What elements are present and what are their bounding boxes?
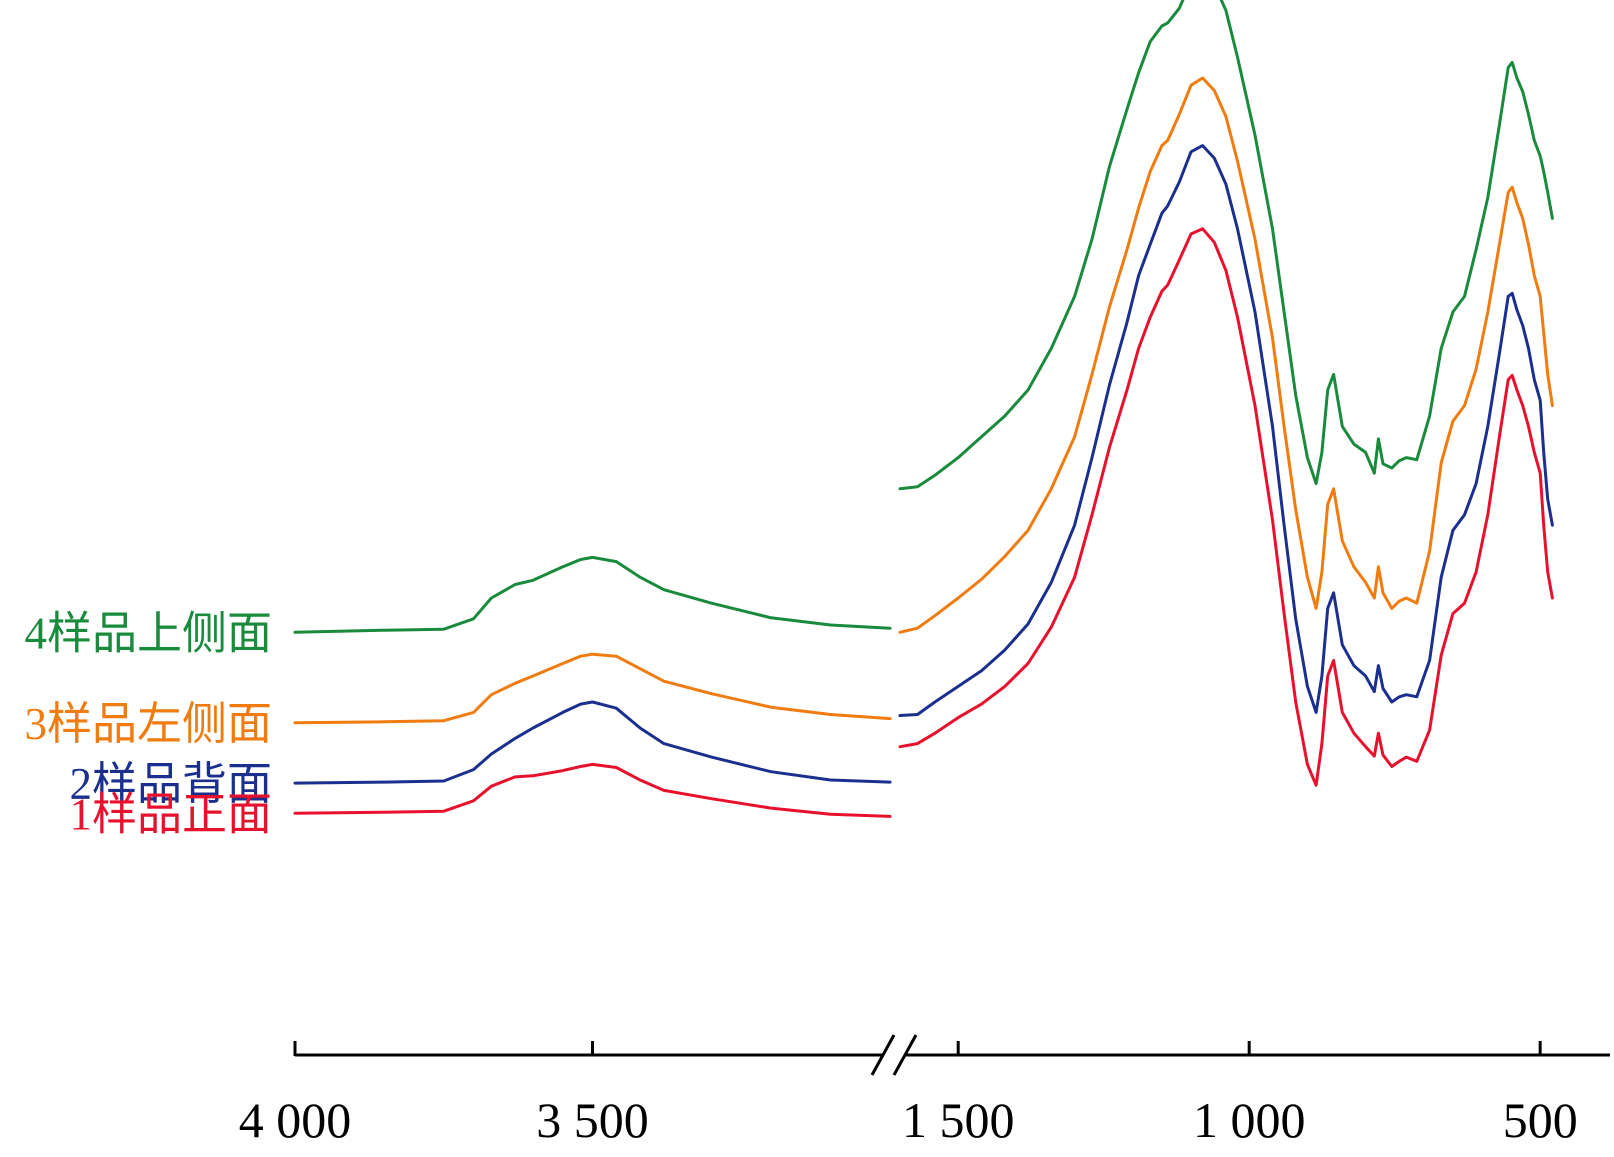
axis-break-mark-2 <box>892 1034 918 1076</box>
x-tick-label-3: 1 500 <box>902 1092 1015 1148</box>
legend-label-series-4: 1样品正面 <box>69 789 272 839</box>
series-3-segment-2-line <box>898 144 1554 717</box>
series-1-segment-2-line <box>898 0 1554 491</box>
x-tick-label-2: 3 500 <box>536 1092 649 1148</box>
x-tick-label-5: 500 <box>1503 1092 1578 1148</box>
x-tick-label-1: 4 000 <box>239 1092 352 1148</box>
curves-layer <box>293 0 1554 818</box>
series-3-segment-1-line <box>293 700 892 785</box>
legend-label-series-2: 3样品左侧面 <box>24 699 272 749</box>
series-4-segment-2-line <box>898 227 1554 787</box>
x-tick-label-4: 1 000 <box>1193 1092 1306 1148</box>
axis-break-mark-1 <box>870 1034 896 1076</box>
series-1-segment-1-line <box>293 555 892 634</box>
series-2-segment-1-line <box>293 652 892 725</box>
x-axis: 4 000 3 500 1 500 1 000 500 <box>239 1034 1610 1148</box>
legend-label-series-1: 4样品上侧面 <box>24 608 272 658</box>
series-4-segment-1-line <box>293 762 892 818</box>
legend-label-series-3: 2样品背面 <box>69 759 272 809</box>
series-2-segment-2-line <box>898 76 1554 634</box>
